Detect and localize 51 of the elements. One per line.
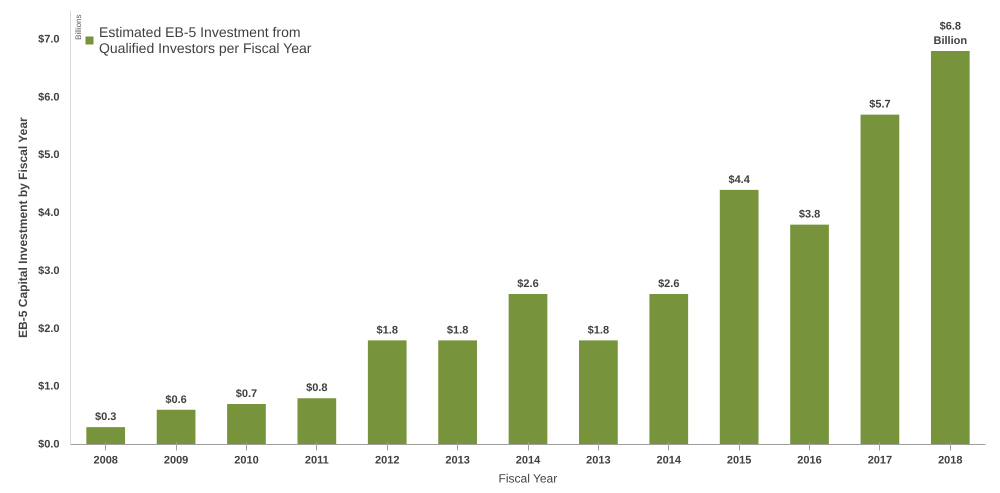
y-tick-label: $4.0 [38, 207, 60, 220]
bar [438, 340, 477, 444]
y-tick-label: $3.0 [38, 264, 60, 277]
data-label: $6.8 Billion [934, 20, 968, 48]
data-label: $4.4 [728, 174, 751, 186]
y-tick-label: $1.0 [38, 380, 60, 393]
data-label: $0.7 [236, 388, 258, 400]
y-tick-label: $0.0 [38, 438, 60, 450]
data-label: $0.6 [165, 394, 187, 406]
x-tick-label: 2010 [234, 454, 259, 466]
data-label: $0.8 [306, 382, 328, 394]
x-axis-title: Fiscal Year [498, 472, 558, 486]
x-tick-label: 2013 [586, 454, 611, 466]
x-tick-label: 2012 [374, 454, 400, 466]
bar [860, 114, 900, 444]
x-tick-label: 2013 [445, 454, 470, 466]
bar [156, 410, 196, 444]
x-tick-label: 2011 [304, 454, 329, 466]
data-label: $3.8 [798, 208, 820, 221]
data-label: $1.8 [446, 324, 468, 336]
data-label: $1.8 [588, 324, 610, 336]
x-tick-label: 2008 [93, 454, 118, 466]
x-tick-label: 2014 [516, 454, 542, 466]
y-tick-label: $5.0 [38, 149, 60, 162]
data-label: $0.3 [94, 411, 116, 424]
bar [86, 427, 126, 444]
bar [368, 340, 407, 444]
x-tick-label: 2015 [726, 454, 752, 466]
data-label: $2.6 [658, 278, 680, 290]
data-label: $1.8 [376, 324, 398, 336]
bar [649, 294, 688, 444]
data-label: $2.6 [517, 278, 539, 290]
x-tick-label: 2016 [797, 454, 822, 466]
annotation: Billions [74, 14, 83, 40]
bar [930, 51, 970, 444]
bar [720, 190, 759, 444]
bar [297, 398, 336, 444]
legend-label: Estimated EB-5 Investment from Qualified Investors per Fiscal Year [99, 24, 312, 56]
y-axis-title: EB-5 Capital Investment by Fiscal Year [16, 117, 30, 338]
bar [790, 224, 829, 444]
y-tick-label: $2.0 [38, 322, 60, 335]
bar [227, 404, 266, 444]
data-label: $5.7 [869, 98, 891, 111]
y-tick-label: $7.0 [38, 33, 60, 46]
x-tick-label: 2017 [868, 454, 892, 466]
bar [579, 340, 618, 444]
x-tick-label: 2014 [656, 454, 682, 466]
x-tick-label: 2018 [938, 454, 963, 466]
y-tick-label: $6.0 [38, 91, 60, 104]
bar [508, 294, 548, 444]
x-tick-label: 2009 [164, 454, 188, 466]
